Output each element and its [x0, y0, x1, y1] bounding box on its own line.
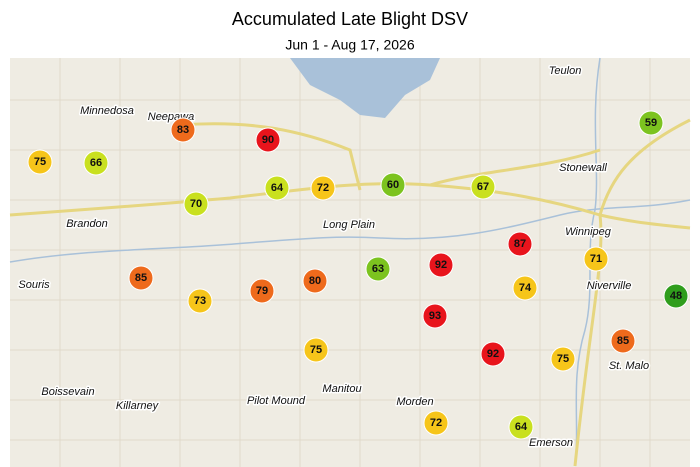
station-value: 75: [34, 156, 46, 168]
station-value: 64: [271, 182, 284, 194]
station-marker: [249, 278, 275, 304]
station-marker: [183, 191, 209, 217]
station-marker: [83, 150, 109, 176]
station-marker: [365, 256, 391, 282]
title: Accumulated Late Blight DSV: [232, 9, 468, 29]
town-label: Minnedosa: [80, 105, 134, 117]
station-value: 70: [190, 198, 202, 210]
station-value: 66: [90, 157, 102, 169]
station-marker: [170, 117, 196, 143]
station-marker: [380, 172, 406, 198]
town-label: Killarney: [116, 400, 160, 412]
station-marker: [470, 174, 496, 200]
station-value: 63: [372, 263, 384, 275]
station-marker: [303, 337, 329, 363]
town-label: Teulon: [549, 65, 582, 77]
station-marker: [550, 346, 576, 372]
town-label: Emerson: [529, 437, 573, 449]
station-value: 73: [194, 295, 206, 307]
station-value: 87: [514, 238, 526, 250]
station-marker: [27, 149, 53, 175]
station-marker: [423, 410, 449, 436]
station-marker: [128, 265, 154, 291]
town-label: Niverville: [587, 280, 632, 292]
town-label: Long Plain: [323, 219, 375, 231]
stations: 83 90 75 66 64 72 60 67 70 59 87 71 92 63 85 79 80 73 74 48…: [27, 110, 689, 440]
station-marker: [508, 414, 534, 440]
station-marker: [422, 303, 448, 329]
station-marker: [638, 110, 664, 136]
station-value: 92: [487, 348, 499, 360]
town-label: Souris: [18, 279, 50, 291]
station-marker: [428, 252, 454, 278]
station-value: 74: [519, 282, 532, 294]
town-label: Manitou: [322, 383, 361, 395]
subtitle: Jun 1 - Aug 17, 2026: [285, 37, 414, 53]
station-marker: [255, 127, 281, 153]
town-label: Winnipeg: [565, 226, 612, 238]
station-value: 72: [317, 182, 329, 194]
town-label: Morden: [396, 396, 433, 408]
town-label: Pilot Mound: [247, 395, 306, 407]
basemap: [9, 57, 691, 467]
station-value: 67: [477, 181, 489, 193]
station-value: 72: [430, 417, 442, 429]
station-marker: [302, 268, 328, 294]
station-marker: [512, 275, 538, 301]
station-value: 80: [309, 275, 321, 287]
station-value: 48: [670, 290, 682, 302]
station-value: 85: [617, 335, 629, 347]
station-value: 71: [590, 253, 602, 265]
station-value: 60: [387, 179, 399, 191]
station-value: 85: [135, 272, 147, 284]
station-value: 83: [177, 124, 189, 136]
station-value: 75: [310, 344, 322, 356]
station-value: 59: [645, 117, 657, 129]
station-value: 75: [557, 353, 569, 365]
station-marker: [264, 175, 290, 201]
station-marker: [187, 288, 213, 314]
station-marker: [480, 341, 506, 367]
station-marker: [663, 283, 689, 309]
station-value: 93: [429, 310, 441, 322]
station-marker: [583, 246, 609, 272]
town-label: Stonewall: [559, 162, 607, 174]
station-value: 90: [262, 134, 274, 146]
town-label: Boissevain: [41, 386, 94, 398]
station-value: 92: [435, 259, 447, 271]
station-marker: [310, 175, 336, 201]
station-value: 64: [515, 421, 528, 433]
station-value: 79: [256, 285, 268, 297]
station-marker: [610, 328, 636, 354]
station-marker: [507, 231, 533, 257]
town-label: Brandon: [66, 218, 108, 230]
town-label: St. Malo: [609, 360, 649, 372]
